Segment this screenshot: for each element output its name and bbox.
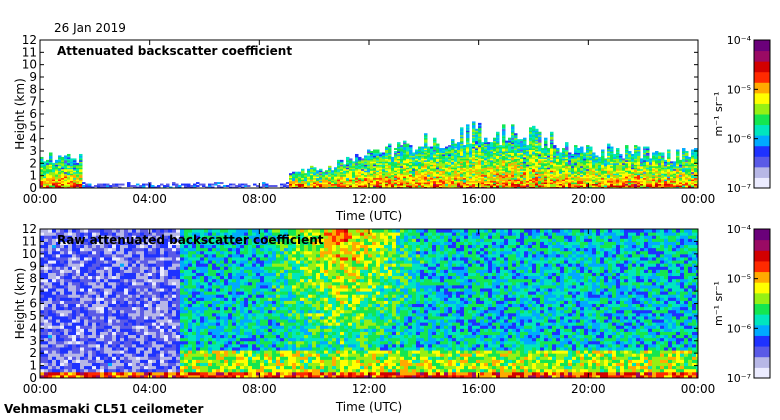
colorbar-tick-label: 10⁻⁵ bbox=[727, 83, 751, 96]
x-tick-label: 00:00 bbox=[681, 192, 716, 206]
colorbar-swatch bbox=[754, 314, 770, 326]
colorbar-swatch bbox=[754, 156, 770, 168]
colorbar-tick-label: 10⁻⁷ bbox=[727, 182, 751, 195]
x-tick-label: 00:00 bbox=[23, 192, 58, 206]
colorbar-swatch bbox=[754, 229, 770, 241]
y-tick-label: 5 bbox=[29, 309, 37, 323]
colorbar-swatch bbox=[754, 292, 770, 304]
y-tick-label: 4 bbox=[29, 132, 37, 146]
colorbar-swatch bbox=[754, 239, 770, 251]
y-axis-label: Height (km) bbox=[13, 78, 27, 149]
y-tick-label: 12 bbox=[22, 33, 37, 47]
colorbar-swatch bbox=[754, 282, 770, 294]
y-axis-label: Height (km) bbox=[13, 268, 27, 339]
y-tick-label: 0 bbox=[29, 371, 37, 385]
x-tick-label: 12:00 bbox=[352, 382, 387, 396]
x-tick-label: 20:00 bbox=[571, 192, 606, 206]
y-tick-label: 11 bbox=[22, 234, 37, 248]
colorbar-swatch bbox=[754, 177, 770, 189]
colorbar-swatch bbox=[754, 303, 770, 315]
colorbar-tick-label: 10⁻⁴ bbox=[727, 223, 752, 236]
x-tick-label: 00:00 bbox=[681, 382, 716, 396]
x-tick-label: 04:00 bbox=[132, 382, 167, 396]
y-tick-label: 8 bbox=[29, 272, 37, 286]
colorbar-swatch bbox=[754, 271, 770, 283]
x-axis-label: Time (UTC) bbox=[335, 209, 402, 223]
y-tick-label: 2 bbox=[29, 346, 37, 360]
y-tick-label: 2 bbox=[29, 156, 37, 170]
y-tick-label: 3 bbox=[29, 144, 37, 158]
colorbar-swatch bbox=[754, 250, 770, 262]
colorbar-swatch bbox=[754, 166, 770, 178]
y-tick-label: 9 bbox=[29, 259, 37, 273]
colorbar-swatch bbox=[754, 145, 770, 157]
colorbar-swatch bbox=[754, 82, 770, 94]
backscatter-field bbox=[40, 40, 698, 188]
y-tick-label: 6 bbox=[29, 297, 37, 311]
backscatter-field bbox=[40, 229, 698, 378]
x-tick-label: 16:00 bbox=[461, 382, 496, 396]
y-tick-label: 9 bbox=[29, 70, 37, 84]
y-tick-label: 0 bbox=[29, 181, 37, 195]
colorbar: 10⁻⁷ 10⁻⁶ 10⁻⁵ 10⁻⁴ m⁻¹ sr⁻¹ bbox=[712, 223, 771, 385]
colorbar-tick-label: 10⁻⁴ bbox=[727, 34, 752, 47]
y-tick-label: 4 bbox=[29, 321, 37, 335]
colorbar-swatch bbox=[754, 324, 770, 336]
x-tick-label: 12:00 bbox=[352, 192, 387, 206]
y-tick-label: 11 bbox=[22, 45, 37, 59]
y-tick-label: 1 bbox=[29, 359, 37, 373]
colorbar: 10⁻⁷ 10⁻⁶ 10⁻⁵ 10⁻⁴ m⁻¹ sr⁻¹ bbox=[712, 34, 771, 195]
colorbar-frame bbox=[753, 228, 771, 379]
y-tick-label: 1 bbox=[29, 169, 37, 183]
date-label: 26 Jan 2019 bbox=[54, 21, 126, 35]
colorbar-swatch bbox=[754, 92, 770, 104]
colorbar-swatch bbox=[754, 103, 770, 115]
colorbar-swatch bbox=[754, 356, 770, 368]
x-tick-label: 08:00 bbox=[242, 192, 277, 206]
colorbar-units: m⁻¹ sr⁻¹ bbox=[712, 281, 725, 326]
colorbar-swatch bbox=[754, 346, 770, 358]
colorbar-swatch bbox=[754, 260, 770, 273]
colorbar-tick-label: 10⁻⁶ bbox=[727, 133, 752, 146]
y-tick-label: 10 bbox=[22, 58, 37, 72]
y-tick-label: 6 bbox=[29, 107, 37, 121]
instrument-label: Vehmasmaki CL51 ceilometer bbox=[4, 402, 204, 416]
y-tick-label: 7 bbox=[29, 95, 37, 109]
x-axis-label: Time (UTC) bbox=[335, 400, 402, 414]
x-tick-label: 00:00 bbox=[23, 382, 58, 396]
colorbar-swatch bbox=[754, 40, 770, 52]
y-tick-label: 12 bbox=[22, 222, 37, 236]
x-tick-label: 16:00 bbox=[461, 192, 496, 206]
x-tick-label: 08:00 bbox=[242, 382, 277, 396]
colorbar-frame bbox=[753, 39, 771, 189]
colorbar-swatch bbox=[754, 50, 770, 62]
colorbar-swatch bbox=[754, 61, 770, 73]
y-tick-label: 7 bbox=[29, 284, 37, 298]
x-tick-label: 04:00 bbox=[132, 192, 167, 206]
colorbar-units: m⁻¹ sr⁻¹ bbox=[712, 92, 725, 137]
colorbar-swatch bbox=[754, 135, 770, 147]
colorbar-swatch bbox=[754, 114, 770, 126]
y-tick-label: 10 bbox=[22, 247, 37, 261]
colorbar-tick-label: 10⁻⁶ bbox=[727, 322, 752, 335]
panel-title: Attenuated backscatter coefficient bbox=[57, 44, 292, 58]
y-tick-label: 8 bbox=[29, 82, 37, 96]
colorbar-tick-label: 10⁻⁵ bbox=[727, 273, 751, 286]
colorbar-swatch bbox=[754, 335, 770, 347]
y-tick-label: 5 bbox=[29, 119, 37, 133]
colorbar-swatch bbox=[754, 367, 770, 379]
x-tick-label: 20:00 bbox=[571, 382, 606, 396]
colorbar-tick-label: 10⁻⁷ bbox=[727, 372, 751, 385]
panel-title: Raw attenuated backscatter coefficient bbox=[57, 233, 324, 247]
colorbar-swatch bbox=[754, 124, 770, 136]
colorbar-swatch bbox=[754, 71, 770, 83]
y-tick-label: 3 bbox=[29, 334, 37, 348]
